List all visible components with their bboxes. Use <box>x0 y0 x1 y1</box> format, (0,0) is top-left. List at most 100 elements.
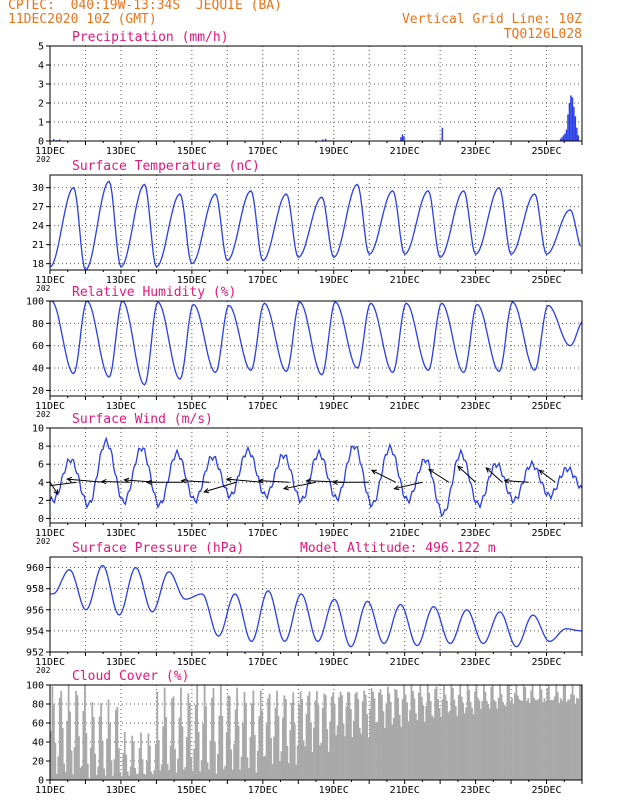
cloud-bar <box>212 688 215 780</box>
cloud-bar <box>100 703 103 780</box>
cloud-bar <box>540 689 543 780</box>
cloud-bar <box>163 687 166 780</box>
cloud-bar <box>162 726 165 780</box>
cloud-bar <box>395 689 398 780</box>
precip-bar <box>564 133 566 141</box>
cloud-bar <box>160 764 163 780</box>
cloud-bar <box>398 714 401 780</box>
cloud-bar <box>109 723 111 780</box>
wind-arrow-head <box>123 477 130 483</box>
cloud-bar <box>95 775 98 780</box>
cloud-bar <box>296 745 299 780</box>
cloud-bar <box>181 726 184 780</box>
wind-arrow-head <box>225 476 232 483</box>
cloud-bar <box>321 708 324 780</box>
x-tick-label: 17DEC <box>248 275 278 286</box>
cloud-bar <box>367 737 370 780</box>
cloud-bar <box>147 733 150 780</box>
x-tick-label: 25DEC <box>531 528 561 539</box>
cloud-bar <box>349 709 352 780</box>
cloud-bar <box>248 768 250 780</box>
cloud-bar <box>259 690 262 780</box>
cloud-bar <box>252 690 255 780</box>
wind-arrow-head <box>457 465 463 472</box>
precip-bar <box>574 116 577 141</box>
cloud-bar <box>279 761 281 780</box>
cloud-bar <box>381 694 383 780</box>
panel-title: Surface Temperature (nC) <box>72 159 260 174</box>
cloud-bar <box>239 769 241 780</box>
cloud-bar <box>320 742 323 780</box>
cloud-bar <box>559 698 562 780</box>
y-tick-label: 0 <box>38 776 44 787</box>
cloud-bar <box>211 697 213 780</box>
cloud-bar <box>432 717 435 780</box>
model-altitude-annotation: Model Altitude: 496.122 m <box>300 541 496 556</box>
wind-arrow-head <box>66 476 73 483</box>
cloud-bar <box>324 695 327 780</box>
cloud-bar <box>542 702 544 780</box>
cloud-bar <box>113 759 116 780</box>
precip-bar <box>58 139 61 141</box>
cloud-bar <box>66 720 69 780</box>
x-tick-label: 17DEC <box>248 528 278 539</box>
cloud-bar <box>115 709 117 780</box>
cloud-bar <box>180 687 182 780</box>
cloud-bar <box>91 702 94 780</box>
cloud-bar <box>168 770 170 780</box>
panel-4: 952 954 956 958 960 11DEC 13DEC 15DEC 17DEC 19DEC… <box>26 541 583 675</box>
plot-border <box>49 45 583 142</box>
cloud-bar <box>273 736 275 780</box>
cloud-bar <box>431 715 434 780</box>
cloud-bar <box>75 690 77 780</box>
y-tick-label: 1 <box>38 118 44 129</box>
cloud-bar <box>276 690 278 780</box>
cloud-bar <box>57 756 60 780</box>
cloud-bar <box>73 746 76 780</box>
y-tick-label: 80 <box>32 319 44 330</box>
cloud-bar <box>274 707 277 780</box>
cloud-bar <box>199 771 202 780</box>
wind-arrow-head <box>305 478 312 484</box>
cloud-bar <box>351 737 354 780</box>
cloud-bar <box>193 748 196 780</box>
year-fragment: 202 <box>36 537 51 546</box>
cloud-bar <box>231 769 234 780</box>
cloud-bar <box>188 703 191 780</box>
panel-2: 20 40 60 80 100 11DEC 13DEC 15DEC 17DEC 19DEC 21DE… <box>26 285 583 419</box>
wind-arrow-head <box>203 488 210 494</box>
cloud-bar <box>497 697 500 780</box>
precip-bar <box>570 95 572 141</box>
cloud-bar <box>310 722 312 780</box>
cloud-bar <box>364 694 367 780</box>
cloud-bar <box>218 715 221 780</box>
cloud-bar <box>255 772 258 780</box>
cloud-bar <box>382 711 385 780</box>
cloud-bar <box>245 702 247 780</box>
x-tick-label: 25DEC <box>531 275 561 286</box>
cloud-bar <box>471 707 473 780</box>
cloud-bar <box>323 693 326 780</box>
cloud-bar <box>112 775 114 780</box>
x-tick-label: 21DEC <box>390 401 420 412</box>
x-tick-label: 19DEC <box>319 528 349 539</box>
cloud-bar <box>422 705 425 780</box>
cloud-bar <box>423 721 426 780</box>
y-tick-label: 0 <box>38 514 44 525</box>
cloud-bar <box>366 714 369 780</box>
cloud-bar <box>550 700 553 780</box>
x-tick-label: 17DEC <box>248 657 278 668</box>
cloud-bar <box>506 685 509 780</box>
cloud-bar <box>169 745 172 780</box>
cloud-bar <box>190 757 193 780</box>
cloud-bar <box>512 703 515 780</box>
cloud-bar <box>246 757 249 780</box>
cloud-bar <box>531 685 534 780</box>
x-tick-label: 23DEC <box>461 146 491 157</box>
cloud-bar <box>97 766 100 780</box>
cloud-bar <box>282 717 284 780</box>
x-tick-label: 11DEC <box>35 401 65 412</box>
cloud-bar <box>129 766 132 780</box>
cloud-bar <box>203 685 206 780</box>
cloud-bar <box>348 692 351 780</box>
